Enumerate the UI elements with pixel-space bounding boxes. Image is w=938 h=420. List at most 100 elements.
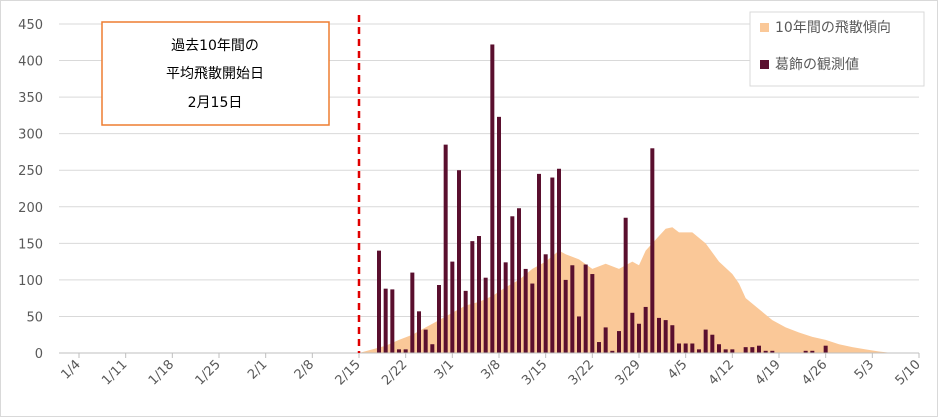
observed-bar [703,329,708,353]
legend-bar-swatch [760,60,769,69]
x-tick-label: 5/10 [893,357,924,388]
y-tick-label: 50 [26,310,43,325]
x-tick-label: 4/5 [665,357,690,382]
observed-bar [530,283,535,353]
x-tick-label: 2/22 [379,357,410,388]
y-tick-label: 450 [18,18,43,33]
observed-bar [623,217,628,353]
observed-bar [810,350,815,353]
x-tick-label: 3/29 [613,357,644,388]
observed-bar [450,261,455,353]
observed-bar [617,331,621,353]
observed-bar [483,277,488,353]
observed-bar [723,349,728,353]
observed-bar [743,347,748,353]
observed-bar [557,168,561,353]
x-tick-label: 3/8 [478,357,503,382]
observed-bar [377,250,381,353]
x-tick-label: 2/15 [333,357,364,388]
observed-bar [470,241,475,353]
observed-bar [677,343,681,353]
observed-bar [423,329,428,353]
observed-bar [757,345,761,353]
x-tick-label: 3/15 [519,357,550,388]
y-tick-label: 0 [35,347,43,362]
observed-bar [517,208,521,353]
observed-bar [763,350,768,353]
x-tick-label: 4/12 [706,357,737,388]
observed-bar [657,317,661,353]
observed-bar [490,44,495,354]
observed-bar [477,236,481,353]
observed-bar [510,216,515,353]
observed-bar [603,327,608,353]
observed-bar [537,173,541,353]
annotation-line-3: 2月15日 [188,95,243,111]
annotation-line-2: 平均飛散開始日 [166,66,264,82]
y-tick-label: 150 [18,237,43,252]
observed-bar [503,262,508,353]
legend-bar-label: 葛飾の観測値 [775,56,859,73]
observed-bar [430,344,435,353]
y-tick-label: 350 [18,91,43,106]
observed-bar [437,285,441,353]
observed-bar [577,316,581,353]
legend: 10年間の飛散傾向 葛飾の観測値 [749,11,925,87]
x-tick-label: 4/19 [753,357,784,388]
observed-bar [750,347,755,353]
observed-bar [543,254,548,353]
y-tick-label: 400 [18,55,43,70]
observed-bar [683,343,688,353]
observed-bar [390,289,395,353]
observed-bar [457,170,461,353]
observed-bar [710,334,715,353]
x-tick-label: 3/1 [432,357,457,382]
x-tick-label: 2/1 [245,357,270,382]
x-tick-label: 2/8 [292,357,317,382]
observed-bar [403,349,408,353]
observed-bar [610,350,615,353]
y-tick-label: 300 [18,128,43,143]
observed-bar [497,116,501,354]
annotation-line-1: 過去10年間の [171,38,259,54]
observed-bar [803,350,808,353]
observed-bar-series [377,44,828,354]
observed-bar [730,349,735,353]
y-tick-label: 100 [18,274,43,289]
observed-bar [590,274,595,353]
observed-bar [690,343,695,353]
observed-bar [523,268,528,353]
y-tick-label: 250 [18,164,43,179]
annotation-box: 過去10年間の 平均飛散開始日 2月15日 [101,21,330,126]
x-tick-label: 5/3 [852,357,877,382]
observed-bar [630,312,635,353]
observed-bar [397,349,401,353]
observed-bar [643,306,648,353]
observed-bar [717,344,721,353]
observed-bar [443,144,448,353]
observed-bar [697,349,701,353]
observed-bar [770,350,775,353]
x-tick-label: 1/11 [99,357,130,388]
observed-bar [597,342,601,353]
legend-area-swatch [760,23,769,32]
observed-bar [650,148,655,353]
observed-bar [417,311,421,353]
observed-bar [563,279,568,353]
y-tick-label: 200 [18,201,43,216]
x-tick-label: 1/4 [58,357,83,382]
observed-bar [663,320,668,353]
observed-bar [463,290,468,353]
observed-bar [410,272,415,353]
x-tick-label: 4/26 [799,357,830,388]
x-tick-label: 3/22 [566,357,597,388]
x-tick-label: 1/18 [146,357,177,388]
x-tick-label: 1/25 [193,357,224,388]
observed-bar [583,264,588,353]
observed-bar [823,345,828,353]
observed-bar [570,265,575,353]
legend-area-label: 10年間の飛散傾向 [775,20,891,36]
observed-bar [670,325,675,353]
